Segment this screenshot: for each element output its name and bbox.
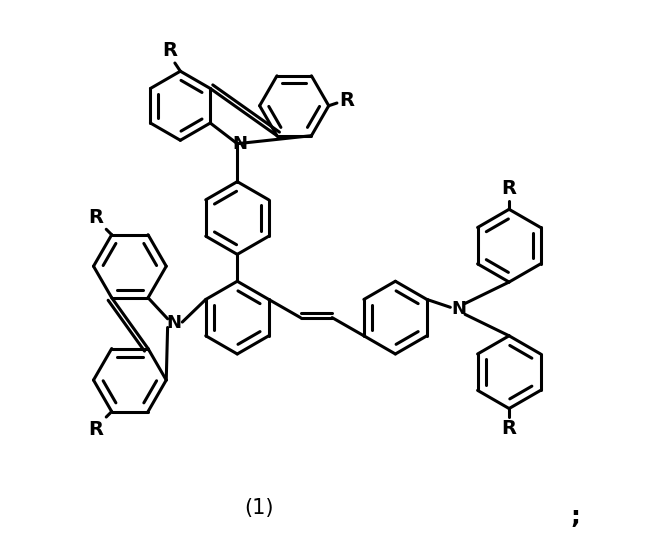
Text: R: R: [502, 419, 517, 438]
Text: R: R: [88, 208, 103, 226]
Text: ;: ;: [570, 505, 580, 529]
Text: (1): (1): [244, 499, 274, 518]
Text: R: R: [502, 179, 517, 198]
Text: R: R: [339, 91, 354, 110]
Text: N: N: [167, 314, 182, 332]
Text: R: R: [162, 41, 177, 60]
Text: R: R: [88, 420, 103, 439]
Text: N: N: [451, 300, 466, 318]
Text: N: N: [232, 135, 247, 153]
